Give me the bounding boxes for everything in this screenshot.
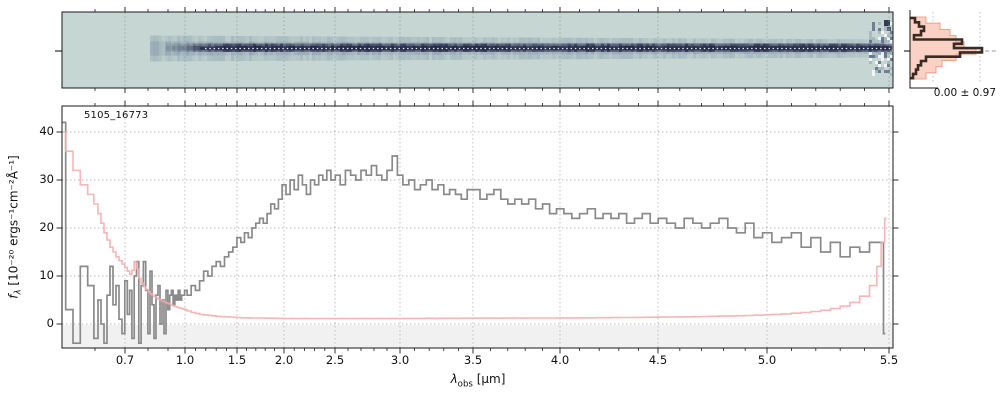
strip-panel <box>55 7 894 93</box>
x-tick-label: 1.0 <box>175 353 195 367</box>
x-tick-label: 0.7 <box>115 353 135 367</box>
x-tick-label: 2.5 <box>325 353 345 367</box>
y-axis-unit: [10⁻²⁰ ergs⁻¹cm⁻²Å⁻¹] <box>6 155 21 290</box>
y-tick-label: 10 <box>39 268 54 282</box>
x-axis-label: λobs [μm] <box>451 372 506 389</box>
y-tick-label: 20 <box>39 220 54 234</box>
x-tick-label: 2.0 <box>274 353 294 367</box>
main-plot-border <box>61 105 894 349</box>
x-axis-symbol: λ <box>450 372 458 386</box>
x-axis-unit: [μm] <box>472 372 506 386</box>
y-tick-label: 40 <box>39 124 54 138</box>
main-spectrum-panel <box>56 100 899 354</box>
source-id-label: 5105_16773 <box>84 110 149 121</box>
x-tick-label: 5.0 <box>757 353 777 367</box>
strip-border <box>61 11 894 89</box>
x-tick-label: 4.5 <box>648 353 668 367</box>
y-tick-label: 0 <box>46 316 54 330</box>
main-ticks <box>56 100 899 354</box>
x-tick-label: 3.0 <box>390 353 410 367</box>
x-tick-label: 1.5 <box>227 353 247 367</box>
histogram-axis <box>909 10 938 89</box>
strip-ticks <box>55 7 890 93</box>
histogram-panel <box>904 10 998 89</box>
x-axis-subscript: obs <box>457 379 473 390</box>
y-axis-symbol: f <box>6 294 21 299</box>
x-tick-label: 4.0 <box>550 353 570 367</box>
x-tick-label: 5.5 <box>879 353 899 367</box>
strip-trace <box>166 43 892 52</box>
x-tick-label: 3.5 <box>463 353 483 367</box>
y-tick-label: 30 <box>39 172 54 186</box>
y-axis-subscript: λ <box>13 289 24 295</box>
residual-stats-label: 0.00 ± 0.97 <box>933 87 996 99</box>
error-spectrum-line <box>62 131 887 320</box>
histogram-dark-outline <box>910 16 984 80</box>
flux-spectrum-line <box>62 121 886 345</box>
